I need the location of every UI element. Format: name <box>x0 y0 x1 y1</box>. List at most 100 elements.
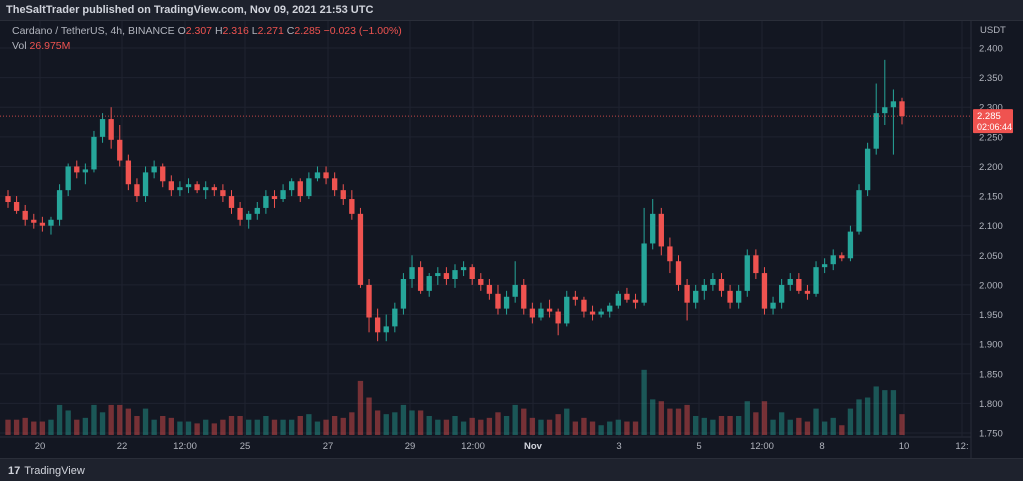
volume-bar <box>306 414 312 435</box>
candle-body <box>13 202 20 211</box>
candle-body <box>632 299 639 303</box>
candle-body <box>246 213 252 220</box>
volume-bar <box>607 421 613 435</box>
volume-bar <box>99 412 106 435</box>
volume-bar <box>289 419 295 435</box>
volume-bar <box>151 419 157 435</box>
currency-label: USDT <box>980 25 1006 36</box>
candle-body <box>340 190 346 200</box>
candle-body <box>452 270 458 279</box>
time-tick-label: 3 <box>616 441 621 452</box>
price-tick-label: 2.100 <box>979 221 1003 232</box>
candle-body <box>839 255 845 259</box>
candle-body <box>710 279 716 285</box>
candle-body <box>417 267 424 291</box>
candle-body <box>486 284 493 294</box>
price-tick-label: 2.400 <box>979 44 1003 55</box>
candle-body <box>538 308 544 318</box>
volume-bar <box>383 414 389 435</box>
candle-body <box>650 213 656 244</box>
candle-body <box>220 190 226 197</box>
volume-value: 26.975M <box>29 40 71 52</box>
volume-bar <box>56 404 63 435</box>
volume-bar <box>495 412 501 435</box>
open-value: 2.307 <box>185 25 213 37</box>
price-tick-label: 1.900 <box>979 340 1003 351</box>
candle-body <box>546 308 553 312</box>
volume-bar <box>693 416 699 435</box>
volume-bar <box>228 416 235 435</box>
candle-body <box>607 305 613 312</box>
candle-body <box>555 311 561 324</box>
volume-bar <box>108 404 114 435</box>
candle-body <box>400 279 407 309</box>
volume-bar <box>839 425 845 435</box>
publish-header: TheSaltTrader published on TradingView.c… <box>0 0 1023 21</box>
volume-bar <box>357 380 364 435</box>
candle-body <box>5 196 11 202</box>
volume-bar <box>91 404 97 435</box>
candle-body <box>581 299 587 312</box>
bar-countdown: 02:06:44 <box>977 122 1012 132</box>
candle-body <box>203 187 209 191</box>
volume-bar <box>117 404 123 435</box>
volume-bar <box>220 419 226 435</box>
volume-bar <box>770 419 776 435</box>
price-tick-label: 2.200 <box>979 162 1003 173</box>
tradingview-logo[interactable]: 17 TradingView <box>8 465 85 477</box>
volume-bar <box>374 410 381 435</box>
volume-bar <box>744 401 750 435</box>
candle-body <box>297 181 303 197</box>
candle-body <box>117 139 123 161</box>
volume-bar <box>882 390 888 435</box>
volume-bar <box>641 369 647 435</box>
volume-bar <box>761 401 768 435</box>
volume-bar <box>701 417 707 435</box>
candle-body <box>160 166 166 182</box>
candle-body <box>787 279 793 285</box>
volume-bar <box>194 423 200 435</box>
price-tick-label: 2.300 <box>979 103 1003 114</box>
volume-legend: Vol 26.975M <box>12 40 70 52</box>
close-value: 2.285 <box>294 25 321 37</box>
publish-header-text: TheSaltTrader published on TradingView.c… <box>6 4 374 16</box>
candlestick-chart[interactable]: 2.400 2.350 2.300 2.250 2.200 2.150 2.100 2.050… <box>0 21 1023 458</box>
candle-body <box>641 243 647 303</box>
candle-body <box>443 273 450 279</box>
volume-bar <box>297 416 303 435</box>
volume-bar <box>581 417 587 435</box>
volume-bar <box>323 419 329 435</box>
volume-bar <box>211 423 217 435</box>
candle-body <box>254 207 260 214</box>
volume-bar <box>538 419 544 435</box>
volume-bar <box>340 417 346 435</box>
candle-body <box>460 267 467 271</box>
volume-bar <box>331 416 338 435</box>
candle-body <box>847 231 854 259</box>
candle-body <box>289 181 295 191</box>
volume-bar <box>624 421 630 435</box>
candle-body <box>864 148 871 191</box>
close-label: C <box>286 25 295 37</box>
candle-body <box>624 293 630 300</box>
candle-body <box>796 279 802 291</box>
candle-body <box>194 184 200 191</box>
candle-body <box>48 219 54 226</box>
candle-body <box>168 181 174 191</box>
volume-bar <box>632 421 639 435</box>
candle-body <box>804 290 811 294</box>
volume-bar <box>478 419 484 435</box>
volume-bar <box>5 419 11 435</box>
volume-bar <box>753 412 759 435</box>
candle-body <box>151 166 157 173</box>
symbol-legend: Cardano / TetherUS, 4h, BINANCE O2.307 H… <box>12 25 402 37</box>
volume-bar <box>589 421 596 435</box>
volume-bar <box>512 404 518 435</box>
candle-body <box>736 290 742 303</box>
candle-body <box>469 267 475 279</box>
candle-body <box>521 284 527 309</box>
candle-body <box>813 267 819 294</box>
volume-bar <box>675 408 682 435</box>
volume-bar <box>82 417 89 435</box>
price-tick-label: 1.850 <box>979 369 1003 380</box>
